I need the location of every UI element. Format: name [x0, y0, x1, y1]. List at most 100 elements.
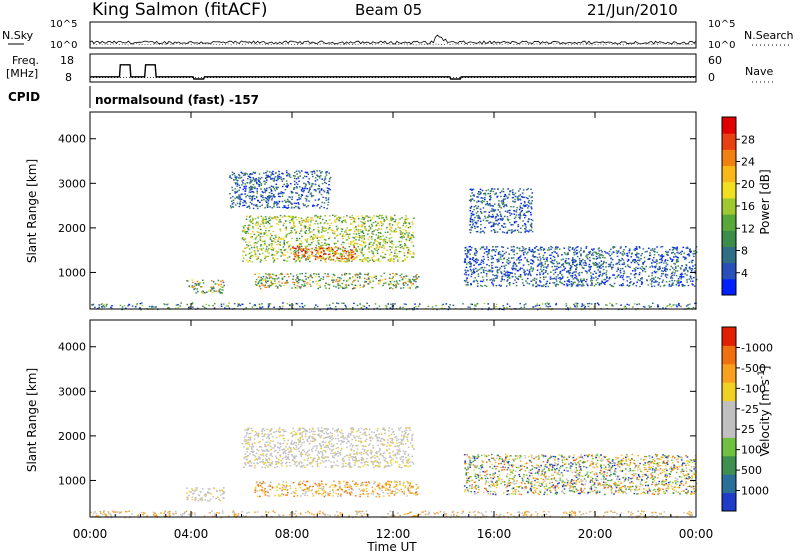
data-point: [391, 278, 393, 279]
data-point: [382, 235, 384, 236]
data-point: [251, 199, 253, 200]
data-point: [349, 259, 351, 260]
data-point: [521, 210, 523, 211]
data-point: [300, 446, 302, 447]
data-point: [413, 237, 415, 238]
data-point: [243, 230, 245, 231]
data-point: [300, 240, 302, 241]
data-point: [266, 228, 268, 229]
data-point: [386, 307, 388, 308]
data-point: [581, 272, 583, 273]
data-point: [311, 185, 313, 186]
data-point: [329, 225, 331, 226]
data-point: [570, 247, 572, 248]
data-point: [507, 259, 509, 260]
data-point: [480, 224, 482, 225]
data-point: [261, 449, 263, 450]
data-point: [349, 217, 351, 218]
data-point: [306, 176, 308, 177]
data-point: [404, 431, 406, 432]
data-point: [308, 219, 310, 220]
data-point: [245, 307, 247, 308]
data-point: [620, 275, 622, 276]
data-point: [411, 256, 413, 257]
data-point: [355, 236, 357, 237]
data-point: [299, 233, 301, 234]
data-point: [470, 210, 472, 211]
data-point: [243, 186, 245, 187]
data-point: [694, 268, 696, 269]
data-point: [361, 253, 363, 254]
data-point: [595, 276, 597, 277]
data-point: [614, 246, 616, 247]
data-point: [377, 238, 379, 239]
data-point: [651, 283, 653, 284]
data-point: [320, 286, 322, 287]
data-point: [507, 216, 509, 217]
data-point: [295, 279, 297, 280]
data-point: [390, 223, 392, 224]
data-point: [292, 218, 294, 219]
data-point: [282, 216, 284, 217]
data-point: [297, 184, 299, 185]
data-point: [498, 204, 500, 205]
data-point: [320, 216, 322, 217]
data-point: [466, 267, 468, 268]
data-point: [234, 198, 236, 199]
data-point: [320, 278, 322, 279]
data-point: [266, 276, 268, 277]
data-point: [674, 280, 676, 281]
data-point: [399, 227, 401, 228]
data-point: [277, 286, 279, 287]
data-point: [321, 179, 323, 180]
data-point: [595, 284, 597, 285]
data-point: [324, 182, 326, 183]
data-point: [631, 256, 633, 257]
data-point: [362, 245, 364, 246]
data-point: [301, 303, 303, 304]
data-point: [324, 223, 326, 224]
data-point: [662, 307, 664, 308]
data-point: [346, 251, 348, 252]
data-point: [462, 303, 464, 304]
data-point: [415, 287, 417, 288]
data-point: [280, 176, 282, 177]
data-point: [284, 276, 286, 277]
data-point: [237, 180, 239, 181]
data-point: [298, 451, 300, 452]
data-point: [672, 277, 674, 278]
data-point: [355, 226, 357, 227]
data-point: [503, 203, 505, 204]
data-point: [372, 217, 374, 218]
data-point: [303, 281, 305, 282]
data-point: [622, 268, 624, 269]
power-ylabel: Slant Range [km]: [25, 159, 39, 263]
data-point: [402, 283, 404, 284]
data-point: [356, 273, 358, 274]
data-point: [495, 277, 497, 278]
data-point: [244, 188, 246, 189]
data-point: [406, 240, 408, 241]
data-point: [268, 230, 270, 231]
data-point: [355, 257, 357, 258]
data-point: [554, 266, 556, 267]
nave-label: Nave: [745, 65, 773, 78]
data-point: [309, 224, 311, 225]
data-point: [284, 200, 286, 201]
data-point: [267, 221, 269, 222]
data-point: [356, 233, 358, 234]
data-point: [251, 247, 253, 248]
data-point: [308, 174, 310, 175]
data-point: [372, 447, 374, 448]
data-point: [556, 303, 558, 304]
data-point: [287, 257, 289, 258]
data-point: [494, 280, 496, 281]
data-point: [328, 193, 330, 194]
data-point: [466, 284, 468, 285]
data-point: [328, 184, 330, 185]
data-point: [279, 448, 281, 449]
data-point: [293, 259, 295, 260]
data-point: [231, 201, 233, 202]
data-point: [330, 453, 332, 454]
data-point: [375, 221, 377, 222]
